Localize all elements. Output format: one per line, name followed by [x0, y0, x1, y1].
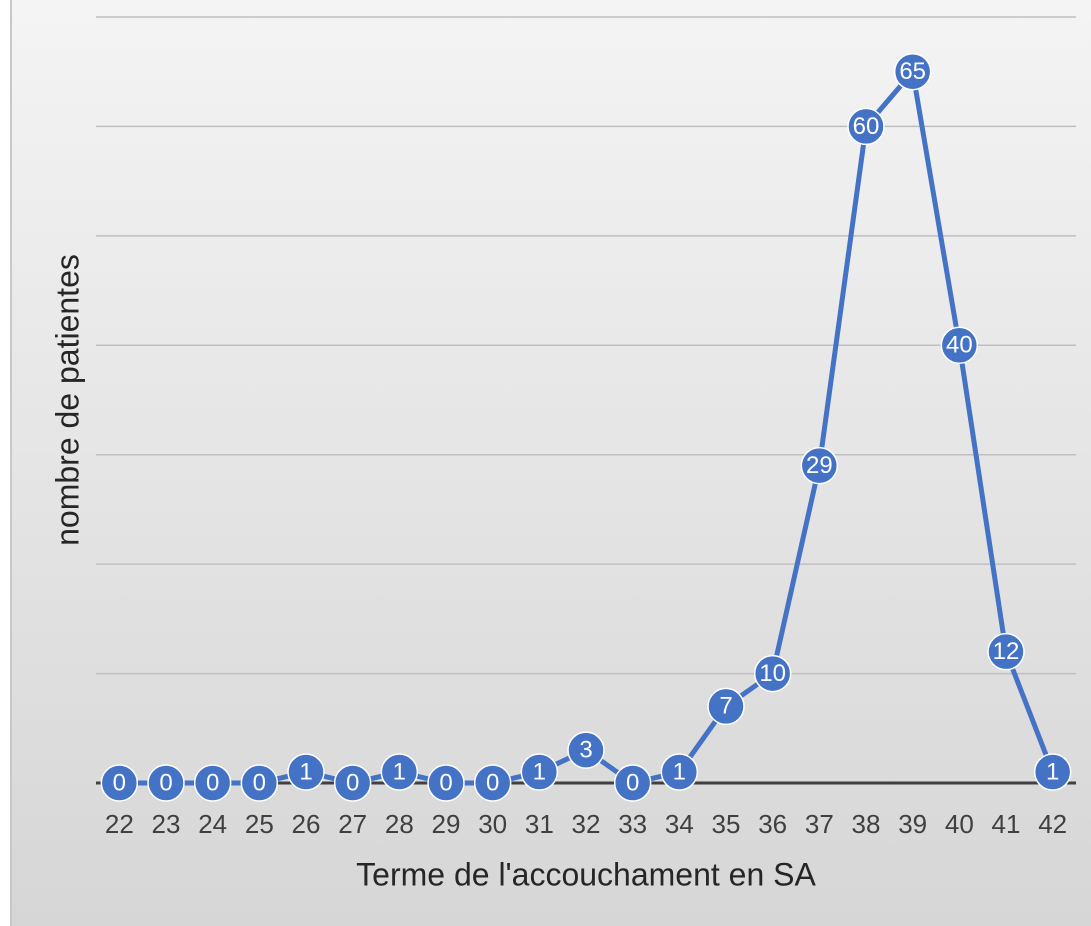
data-label: 60	[853, 113, 880, 140]
data-label: 40	[946, 332, 973, 359]
grid	[96, 16, 1076, 785]
data-label: 1	[673, 758, 686, 785]
data-point	[520, 753, 559, 791]
data-point	[567, 731, 605, 769]
data-label: 0	[439, 769, 452, 796]
data-label: 29	[806, 452, 833, 479]
x-tick-label: 41	[992, 809, 1021, 839]
data-point	[333, 764, 372, 802]
data-point	[987, 632, 1025, 671]
data-label: 1	[1046, 758, 1059, 785]
data-label: 7	[719, 693, 732, 720]
data-point	[240, 764, 279, 802]
data-point	[287, 753, 325, 791]
x-tick-label: 27	[338, 809, 367, 839]
data-point	[100, 764, 139, 802]
data-label: 65	[899, 58, 926, 85]
data-point	[847, 107, 885, 146]
data-label: 3	[579, 737, 592, 764]
data-label: 10	[759, 660, 786, 687]
data-point	[613, 764, 652, 802]
x-tick-label: 22	[105, 809, 134, 839]
x-tick-label: 29	[432, 809, 461, 839]
data-point	[800, 446, 839, 485]
x-tick-label: 24	[198, 809, 227, 839]
data-point	[753, 654, 792, 693]
data-label: 0	[626, 769, 639, 796]
x-tick-label: 26	[292, 809, 321, 839]
data-label: 0	[486, 769, 499, 796]
x-tick-label: 25	[245, 809, 274, 839]
data-label: 12	[993, 638, 1020, 665]
x-tick-label: 33	[618, 809, 647, 839]
data-label: 0	[206, 769, 219, 796]
x-tick-label: 32	[572, 809, 601, 839]
data-point	[147, 764, 185, 802]
x-tick-label: 37	[805, 809, 834, 839]
data-point	[427, 764, 465, 802]
data-label: 0	[159, 769, 172, 796]
x-tick-label: 23	[152, 809, 181, 839]
data-point	[193, 764, 232, 802]
y-axis-label: nombre de patientes	[49, 254, 85, 546]
data-point	[473, 764, 512, 802]
x-tick-label: 30	[478, 809, 507, 839]
data-point	[940, 326, 979, 365]
x-tick-label: 42	[1038, 809, 1067, 839]
data-label: 0	[346, 769, 359, 796]
data-label: 1	[299, 758, 312, 785]
data-label: 1	[393, 758, 406, 785]
data-point	[380, 753, 419, 791]
data-point	[1033, 753, 1072, 791]
data-label: 1	[533, 758, 546, 785]
x-tick-label: 36	[758, 809, 787, 839]
x-tick-label: 38	[852, 809, 881, 839]
data-point	[660, 753, 699, 791]
data-label: 0	[253, 769, 266, 796]
x-tick-label: 39	[898, 809, 927, 839]
x-tick-label: 31	[525, 809, 554, 839]
data-point	[707, 687, 745, 726]
data-point	[893, 52, 932, 91]
x-tick-label: 34	[665, 809, 694, 839]
data-label: 0	[113, 769, 126, 796]
x-axis-label: Terme de l'accouchament en SA	[356, 856, 816, 892]
x-tick-label: 28	[385, 809, 414, 839]
x-tick-label: 35	[712, 809, 741, 839]
x-tick-label: 40	[945, 809, 974, 839]
